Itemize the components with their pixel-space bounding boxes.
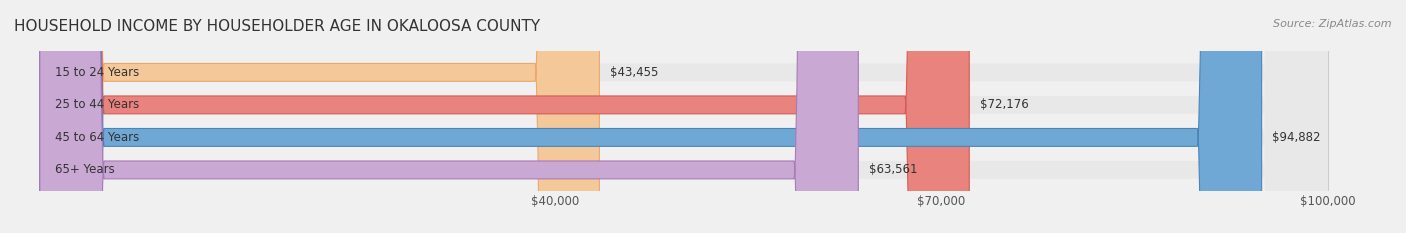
Text: $43,455: $43,455 bbox=[610, 66, 658, 79]
Text: $63,561: $63,561 bbox=[869, 163, 917, 176]
Text: Source: ZipAtlas.com: Source: ZipAtlas.com bbox=[1274, 19, 1392, 29]
Text: $94,882: $94,882 bbox=[1272, 131, 1320, 144]
FancyBboxPatch shape bbox=[39, 0, 599, 233]
Text: $72,176: $72,176 bbox=[980, 98, 1028, 111]
Text: 15 to 24 Years: 15 to 24 Years bbox=[55, 66, 139, 79]
Text: 65+ Years: 65+ Years bbox=[55, 163, 115, 176]
FancyBboxPatch shape bbox=[39, 0, 1327, 233]
FancyBboxPatch shape bbox=[39, 0, 1327, 233]
Text: 25 to 44 Years: 25 to 44 Years bbox=[55, 98, 139, 111]
FancyBboxPatch shape bbox=[39, 0, 969, 233]
FancyBboxPatch shape bbox=[39, 0, 1327, 233]
FancyBboxPatch shape bbox=[39, 0, 1261, 233]
FancyBboxPatch shape bbox=[39, 0, 1327, 233]
Text: HOUSEHOLD INCOME BY HOUSEHOLDER AGE IN OKALOOSA COUNTY: HOUSEHOLD INCOME BY HOUSEHOLDER AGE IN O… bbox=[14, 19, 540, 34]
FancyBboxPatch shape bbox=[39, 0, 858, 233]
Text: 45 to 64 Years: 45 to 64 Years bbox=[55, 131, 139, 144]
